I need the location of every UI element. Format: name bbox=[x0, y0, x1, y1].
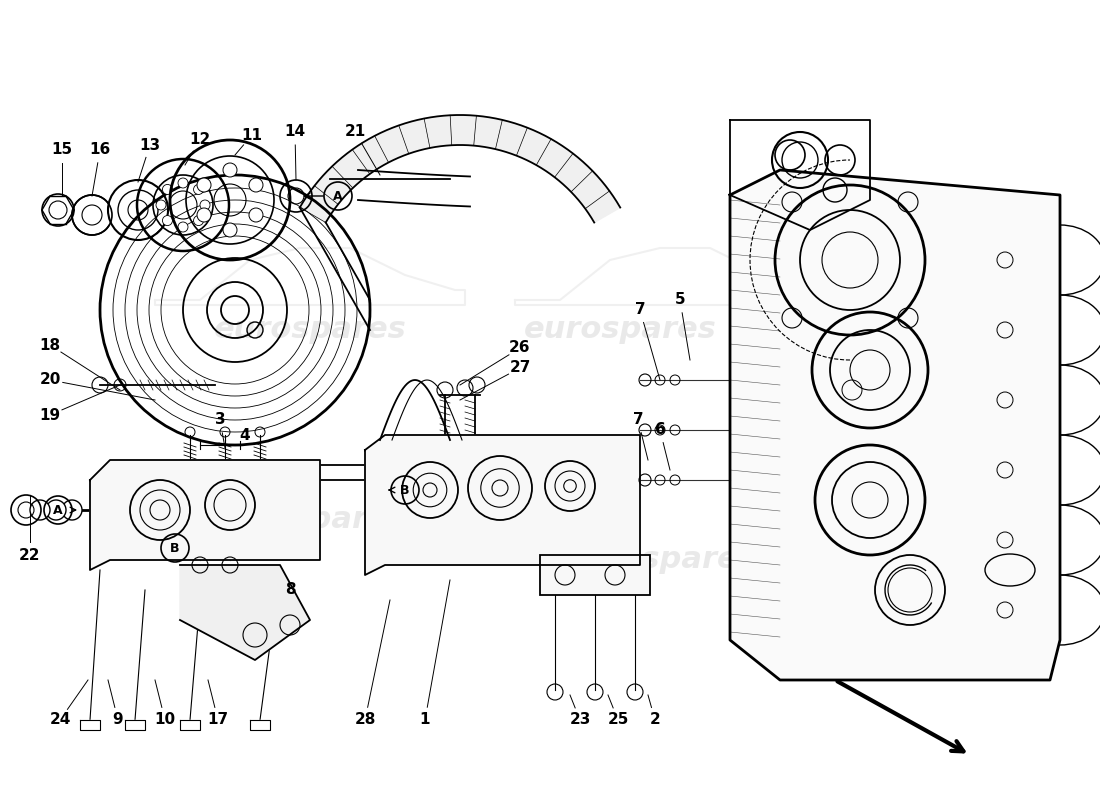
Text: 3: 3 bbox=[214, 413, 225, 427]
Text: 11: 11 bbox=[242, 127, 263, 142]
Text: 24: 24 bbox=[50, 713, 70, 727]
Text: 26: 26 bbox=[509, 341, 530, 355]
Circle shape bbox=[194, 215, 204, 226]
Bar bbox=[540, 555, 650, 595]
Text: 20: 20 bbox=[40, 373, 60, 387]
Circle shape bbox=[249, 178, 263, 192]
Polygon shape bbox=[730, 120, 870, 230]
Text: 10: 10 bbox=[154, 713, 176, 727]
Polygon shape bbox=[730, 170, 1060, 680]
Text: 27: 27 bbox=[509, 361, 530, 375]
Circle shape bbox=[156, 200, 166, 210]
Circle shape bbox=[62, 500, 82, 520]
Circle shape bbox=[46, 500, 66, 520]
Text: eurospares: eurospares bbox=[563, 546, 757, 574]
Text: A: A bbox=[333, 190, 343, 202]
Text: 1: 1 bbox=[420, 713, 430, 727]
Polygon shape bbox=[180, 565, 310, 660]
Text: eurospares: eurospares bbox=[213, 315, 406, 345]
Circle shape bbox=[200, 200, 210, 210]
Polygon shape bbox=[180, 720, 200, 730]
Polygon shape bbox=[80, 720, 100, 730]
Text: 9: 9 bbox=[112, 713, 123, 727]
Text: A: A bbox=[53, 503, 63, 517]
Text: 4: 4 bbox=[240, 427, 251, 442]
Text: B: B bbox=[400, 483, 409, 497]
Polygon shape bbox=[250, 720, 270, 730]
Polygon shape bbox=[90, 460, 320, 570]
Text: 13: 13 bbox=[140, 138, 161, 153]
Circle shape bbox=[30, 500, 50, 520]
Circle shape bbox=[249, 208, 263, 222]
Circle shape bbox=[197, 208, 211, 222]
Text: 23: 23 bbox=[570, 713, 591, 727]
Text: 6: 6 bbox=[654, 422, 666, 438]
Text: 16: 16 bbox=[89, 142, 111, 158]
Text: 18: 18 bbox=[40, 338, 60, 353]
Circle shape bbox=[223, 163, 236, 177]
Polygon shape bbox=[125, 720, 145, 730]
Text: 25: 25 bbox=[607, 713, 629, 727]
Circle shape bbox=[178, 222, 188, 232]
Polygon shape bbox=[300, 115, 620, 222]
Text: 22: 22 bbox=[20, 547, 41, 562]
Text: 2: 2 bbox=[650, 713, 660, 727]
Text: 8: 8 bbox=[285, 582, 295, 598]
Text: 7: 7 bbox=[635, 302, 646, 318]
Circle shape bbox=[197, 178, 211, 192]
Circle shape bbox=[178, 178, 188, 188]
Text: 12: 12 bbox=[189, 133, 210, 147]
Circle shape bbox=[163, 215, 173, 226]
Circle shape bbox=[223, 223, 236, 237]
Text: 19: 19 bbox=[40, 407, 60, 422]
Text: 17: 17 bbox=[208, 713, 229, 727]
Circle shape bbox=[194, 185, 204, 194]
Circle shape bbox=[163, 185, 173, 194]
Text: 21: 21 bbox=[344, 125, 365, 139]
Text: eurospares: eurospares bbox=[213, 506, 406, 534]
Text: 5: 5 bbox=[674, 293, 685, 307]
Text: 15: 15 bbox=[52, 142, 73, 158]
Text: B: B bbox=[170, 542, 179, 554]
Polygon shape bbox=[365, 435, 640, 575]
Text: 7: 7 bbox=[632, 413, 644, 427]
Text: 28: 28 bbox=[354, 713, 376, 727]
Text: 14: 14 bbox=[285, 125, 306, 139]
Text: eurospares: eurospares bbox=[524, 315, 716, 345]
